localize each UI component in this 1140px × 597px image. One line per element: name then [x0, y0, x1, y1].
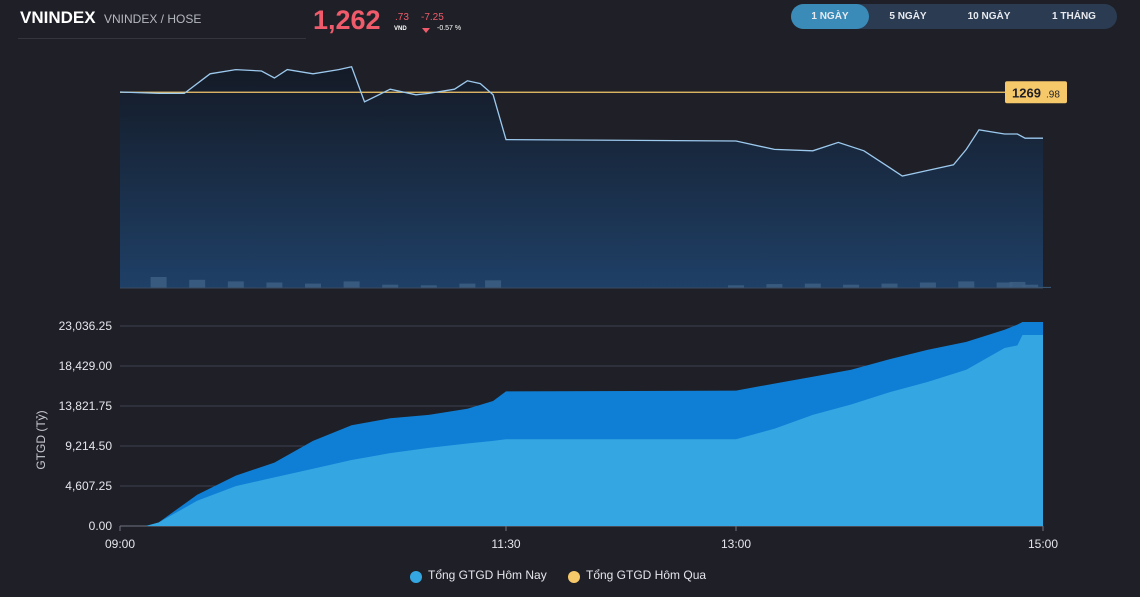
y-axis-ticks: 0.00 4,607.25 9,214.50 13,821.75 18,429.00 23…	[59, 319, 113, 533]
volume-bar	[919, 282, 936, 288]
volume-bar	[227, 281, 244, 288]
y-tick-label: 13,821.75	[59, 399, 113, 413]
volume-bar	[881, 283, 898, 288]
timeframe-tabs: 1 NGÀY 5 NGÀY 10 NGÀY 1 THÁNG	[791, 4, 1117, 29]
currency-label: VND	[394, 26, 407, 32]
turnover-area-chart: 0.00 4,607.25 9,214.50 13,821.75 18,429.00 23…	[34, 319, 1058, 551]
y-tick-label: 9,214.50	[65, 439, 112, 453]
volume-bar	[804, 283, 821, 288]
volume-bar	[420, 285, 437, 289]
legend-yesterday-swatch	[568, 571, 580, 583]
volume-bar	[843, 284, 860, 288]
price-change: -7.25	[421, 12, 444, 23]
volume-bar	[343, 281, 360, 288]
x-tick-label: 13:00	[721, 537, 751, 551]
y-tick-label: 4,607.25	[65, 479, 112, 493]
volume-bar	[305, 283, 321, 288]
chart-legend: Tổng GTGD Hôm Nay Tổng GTGD Hôm Qua	[0, 568, 1140, 586]
price-decimal: .73	[395, 12, 409, 23]
y-tick-label: 0.00	[89, 519, 113, 533]
tab-10-days[interactable]: 10 NGÀY	[967, 11, 1011, 22]
tab-5-days[interactable]: 5 NGÀY	[889, 11, 927, 22]
y-tick-label: 18,429.00	[59, 359, 113, 373]
index-symbol: VNINDEX	[20, 8, 96, 27]
price-change-percent: -0.57 %	[437, 25, 462, 32]
x-tick-label: 11:30	[491, 537, 520, 551]
header-divider	[18, 38, 306, 39]
volume-bar	[485, 280, 502, 288]
volume-bar	[459, 283, 476, 288]
volume-bar	[1022, 284, 1039, 288]
x-tick-label: 15:00	[1028, 537, 1058, 551]
legend-today-label: Tổng GTGD Hôm Nay	[428, 568, 547, 582]
volume-bar	[958, 281, 975, 288]
tab-1-month[interactable]: 1 THÁNG	[1052, 11, 1096, 22]
y-axis-label: GTGD (Tỷ)	[34, 410, 48, 469]
y-tick-label: 23,036.25	[59, 319, 113, 333]
down-arrow-icon	[422, 28, 430, 33]
header: VNINDEX VNINDEX / HOSE 1,262 .73 VND -7.…	[0, 0, 1140, 40]
index-area-fill	[120, 66, 1043, 288]
price-integer: 1,262	[313, 5, 381, 35]
index-series-line	[119, 66, 1043, 177]
reference-value-integer: 1269	[1012, 85, 1041, 100]
reference-badge-bg	[1005, 81, 1067, 104]
volume-bar	[150, 277, 167, 288]
volume-bar	[766, 284, 783, 288]
volume-bar	[1035, 286, 1051, 288]
series-today-area	[120, 335, 1043, 526]
volume-bar	[266, 282, 283, 288]
legend-today-swatch	[410, 571, 422, 583]
index-line-chart: 1269 .98	[119, 66, 1067, 289]
volume-bar	[1009, 281, 1026, 288]
reference-value-decimal: .98	[1046, 89, 1060, 100]
volume-bar	[382, 284, 399, 288]
exchange-label: VNINDEX / HOSE	[104, 12, 202, 26]
reference-badge: 1269 .98	[1005, 81, 1067, 104]
volume-bar	[189, 279, 206, 289]
tab-1-day[interactable]: 1 NGÀY	[791, 4, 869, 29]
x-tick-label: 09:00	[105, 537, 135, 551]
volume-bar	[996, 282, 1013, 288]
volume-bar	[728, 285, 744, 289]
legend-yesterday-label: Tổng GTGD Hôm Qua	[586, 568, 707, 582]
x-axis-ticks: 09:00 11:30 13:00 15:00	[105, 526, 1058, 551]
volume-bars	[150, 277, 1051, 289]
